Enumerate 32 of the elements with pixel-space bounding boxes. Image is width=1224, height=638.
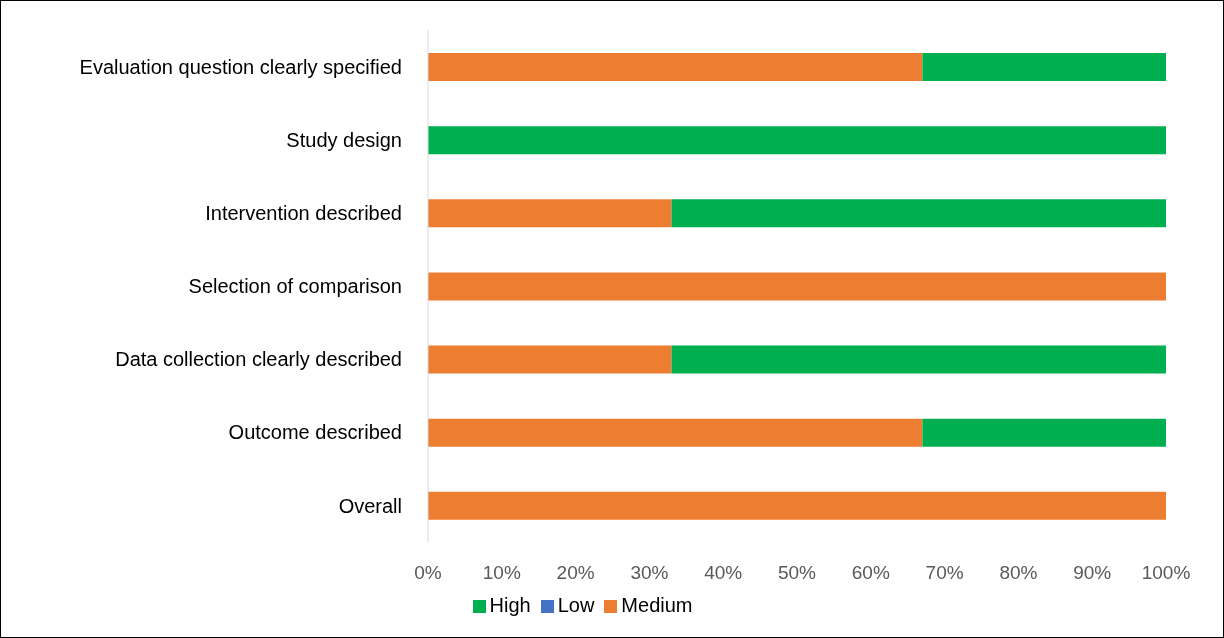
y-tick-label: Selection of comparison [188, 275, 402, 298]
bar [428, 199, 672, 228]
bar [922, 418, 1166, 447]
legend-label: Low [557, 594, 595, 616]
bar [671, 199, 1166, 228]
legend-label: High [489, 594, 531, 616]
x-tick-label: 20% [556, 562, 595, 584]
bar [428, 418, 923, 447]
bar [428, 53, 923, 81]
x-tick-label: 90% [1073, 562, 1112, 584]
x-tick-label: 10% [482, 562, 521, 584]
y-tick-label: Data collection clearly described [115, 348, 402, 371]
y-tick-label: Overall [338, 494, 402, 517]
legend-label: Medium [621, 594, 693, 616]
bar [428, 491, 1166, 520]
x-tick-label: 0% [414, 562, 442, 584]
x-tick-label: 60% [851, 562, 890, 584]
bar [671, 345, 1166, 374]
x-tick-label: 80% [999, 562, 1038, 584]
bar [922, 53, 1166, 81]
x-tick-label: 100% [1141, 562, 1191, 584]
y-tick-label: Intervention described [205, 201, 402, 224]
bar [428, 345, 672, 374]
y-tick-label: Study design [286, 128, 402, 151]
x-tick-label: 40% [704, 562, 743, 584]
bar [428, 126, 1166, 155]
bar [428, 272, 1166, 301]
y-tick-label: Evaluation question clearly specified [79, 55, 402, 78]
x-tick-label: 30% [630, 562, 669, 584]
y-tick-label: Outcome described [228, 421, 402, 444]
x-tick-label: 70% [925, 562, 964, 584]
x-tick-label: 50% [777, 562, 817, 584]
